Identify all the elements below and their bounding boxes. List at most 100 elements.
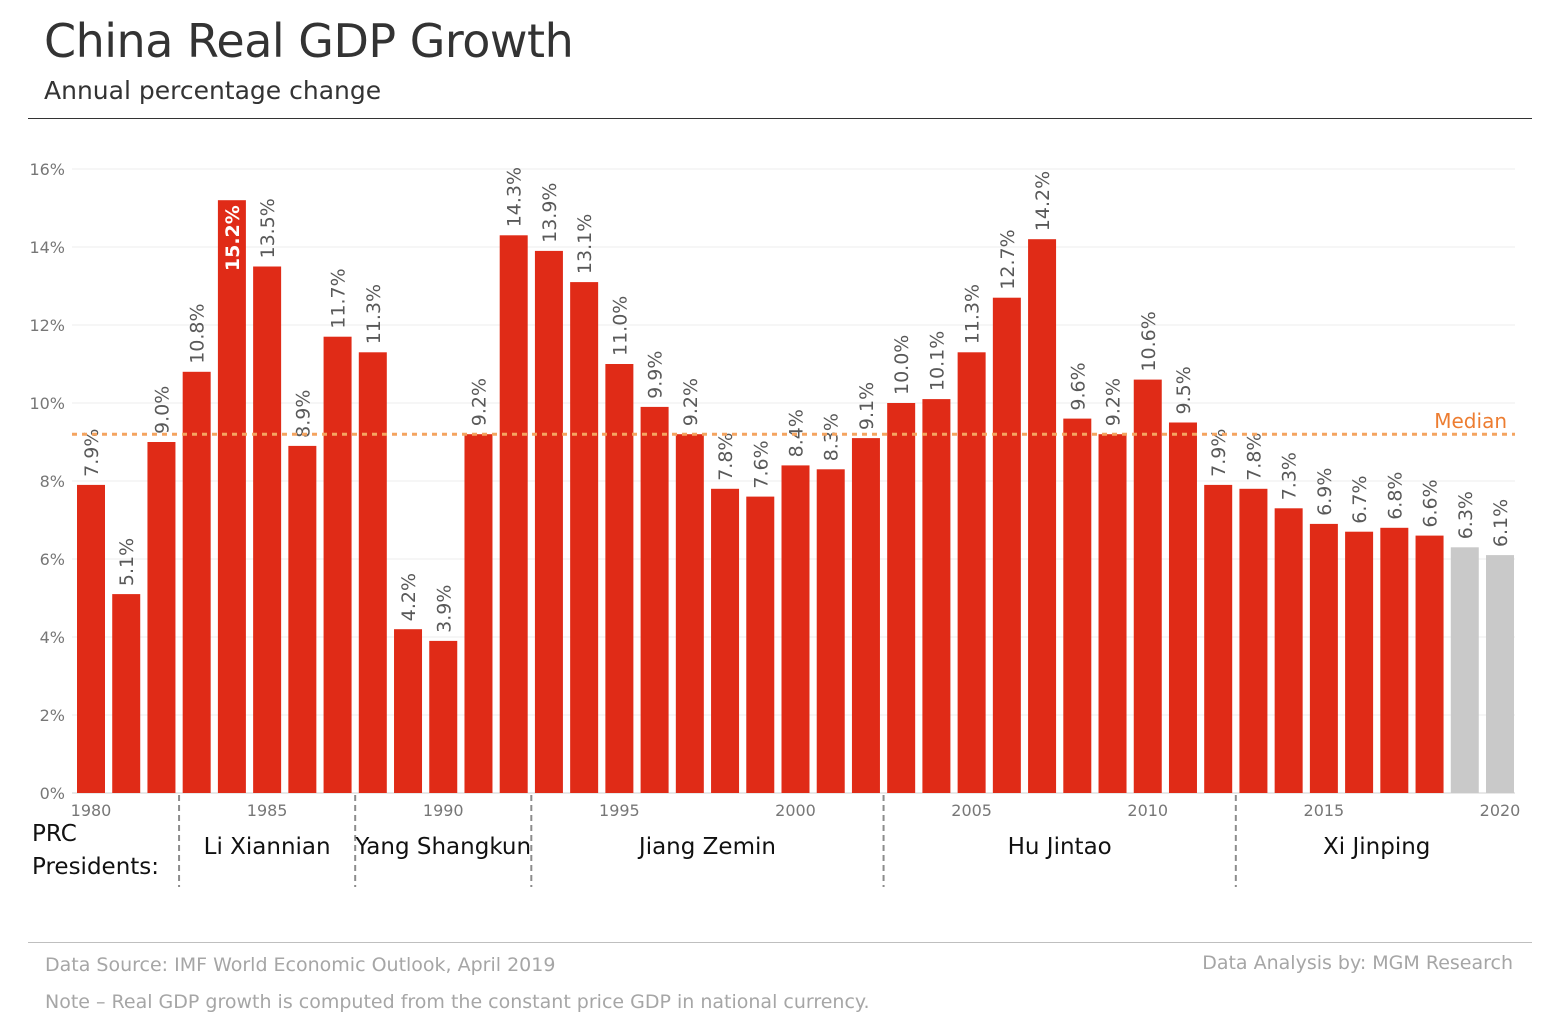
bar-1987 bbox=[323, 336, 352, 793]
bar-2015 bbox=[1309, 523, 1338, 793]
data-label-2010: 10.6% bbox=[1138, 311, 1160, 371]
data-label-2001: 8.3% bbox=[821, 413, 843, 461]
bar-1994 bbox=[570, 282, 599, 793]
y-tick-label: 0% bbox=[40, 784, 65, 803]
bar-2017 bbox=[1380, 527, 1409, 793]
bar-1993 bbox=[534, 250, 563, 793]
bar-2005 bbox=[957, 352, 986, 793]
data-label-1994: 13.1% bbox=[574, 214, 596, 274]
president-name: Xi Jinping bbox=[1323, 834, 1431, 860]
data-label-2011: 9.5% bbox=[1173, 366, 1195, 414]
data-label-2006: 12.7% bbox=[997, 229, 1019, 289]
data-label-1984: 15.2% bbox=[222, 205, 244, 271]
y-tick-label: 6% bbox=[40, 550, 65, 569]
x-tick-label: 2010 bbox=[1127, 801, 1168, 820]
president-name: Jiang Zemin bbox=[638, 834, 776, 860]
data-label-2003: 10.0% bbox=[891, 335, 913, 395]
data-label-2007: 14.2% bbox=[1032, 171, 1054, 231]
bar-2019 bbox=[1450, 547, 1479, 793]
bar-1985 bbox=[253, 266, 282, 793]
bar-1996 bbox=[640, 406, 669, 793]
data-label-2020: 6.1% bbox=[1490, 499, 1512, 547]
bar-1981 bbox=[112, 594, 141, 793]
data-label-2014: 7.3% bbox=[1279, 452, 1301, 500]
x-tick-label: 2015 bbox=[1304, 801, 1345, 820]
data-label-1983: 10.8% bbox=[187, 303, 209, 363]
president-name: Hu Jintao bbox=[1007, 834, 1112, 860]
y-tick-label: 16% bbox=[29, 160, 65, 179]
president-name: Li Xiannian bbox=[203, 834, 331, 860]
data-label-1999: 7.6% bbox=[750, 440, 772, 488]
data-label-2004: 10.1% bbox=[926, 331, 948, 391]
bar-2016 bbox=[1345, 531, 1374, 793]
data-label-2015: 6.9% bbox=[1314, 468, 1336, 516]
x-tick-label: 1990 bbox=[423, 801, 464, 820]
x-tick-label: 1980 bbox=[71, 801, 112, 820]
data-label-1991: 9.2% bbox=[468, 378, 490, 426]
bar-2009 bbox=[1098, 434, 1127, 793]
data-label-2012: 7.9% bbox=[1208, 429, 1230, 477]
bar-chart: 0% 2% 4% 6% 8% 10% 12% 14% 16% 7.9% 5.1% 9.0% 10.8% 1… bbox=[29, 160, 1521, 887]
chart-subtitle: Annual percentage change bbox=[44, 76, 382, 105]
presidents-label: PRC Presidents: bbox=[32, 818, 159, 884]
y-tick-label: 4% bbox=[40, 628, 65, 647]
data-label-1995: 11.0% bbox=[609, 296, 631, 356]
x-tick-label: 2005 bbox=[951, 801, 992, 820]
presidents-label-line1: PRC bbox=[32, 821, 77, 847]
data-label-1998: 7.8% bbox=[715, 433, 737, 481]
bar-1986 bbox=[288, 445, 317, 793]
bar-1980 bbox=[77, 484, 105, 793]
data-label-1996: 9.9% bbox=[645, 351, 667, 399]
bar-2004 bbox=[922, 399, 951, 793]
header-divider bbox=[28, 118, 1532, 119]
bar-2002 bbox=[851, 438, 880, 793]
bar-2010 bbox=[1133, 379, 1162, 793]
data-label-2005: 11.3% bbox=[962, 284, 984, 344]
footnote: Note – Real GDP growth is computed from … bbox=[45, 991, 870, 1013]
data-label-1989: 4.2% bbox=[398, 573, 420, 621]
data-label-1993: 13.9% bbox=[539, 183, 561, 243]
data-label-1992: 14.3% bbox=[504, 167, 526, 227]
y-tick-label: 12% bbox=[29, 316, 65, 335]
data-source: Data Source: IMF World Economic Outlook,… bbox=[45, 954, 556, 976]
data-label-2009: 9.2% bbox=[1103, 378, 1125, 426]
bar-1991 bbox=[464, 434, 493, 793]
bar-2000 bbox=[781, 465, 810, 793]
x-tick-label: 2020 bbox=[1480, 801, 1521, 820]
bar-2012 bbox=[1204, 484, 1233, 793]
bar-2006 bbox=[992, 297, 1021, 793]
median-label: Median bbox=[1434, 409, 1507, 433]
bar-2013 bbox=[1239, 488, 1268, 793]
chart-title: China Real GDP Growth bbox=[44, 14, 574, 68]
data-label-1980: 7.9% bbox=[81, 429, 103, 477]
data-label-1981: 5.1% bbox=[116, 538, 138, 586]
data-label-1988: 11.3% bbox=[363, 284, 385, 344]
bar-1990 bbox=[429, 640, 458, 793]
bar-2007 bbox=[1028, 239, 1057, 793]
presidents-label-line2: Presidents: bbox=[32, 854, 160, 880]
data-label-2016: 6.7% bbox=[1349, 475, 1371, 523]
bar-1988 bbox=[358, 352, 387, 793]
president-name: Yang Shangkun bbox=[355, 834, 532, 860]
x-tick-label: 1985 bbox=[247, 801, 288, 820]
data-label-2018: 6.6% bbox=[1420, 479, 1442, 527]
bar-1984 bbox=[217, 200, 246, 793]
data-label-1987: 11.7% bbox=[328, 268, 350, 328]
data-label-1986: 8.9% bbox=[292, 390, 314, 438]
bar-2018 bbox=[1415, 535, 1444, 793]
bar-1982 bbox=[147, 442, 176, 793]
bar-2003 bbox=[887, 403, 916, 793]
bar-1997 bbox=[675, 434, 704, 793]
bar-1999 bbox=[746, 496, 775, 793]
y-tick-label: 8% bbox=[40, 472, 65, 491]
data-label-1990: 3.9% bbox=[433, 585, 455, 633]
data-label-2008: 9.6% bbox=[1067, 362, 1089, 410]
bar-2014 bbox=[1274, 508, 1303, 793]
bar-2011 bbox=[1168, 422, 1197, 793]
data-label-1985: 13.5% bbox=[257, 198, 279, 258]
data-label-1982: 9.0% bbox=[151, 386, 173, 434]
data-label-1997: 9.2% bbox=[680, 378, 702, 426]
credit: Data Analysis by: MGM Research bbox=[1202, 952, 1513, 974]
y-tick-label: 10% bbox=[29, 394, 65, 413]
